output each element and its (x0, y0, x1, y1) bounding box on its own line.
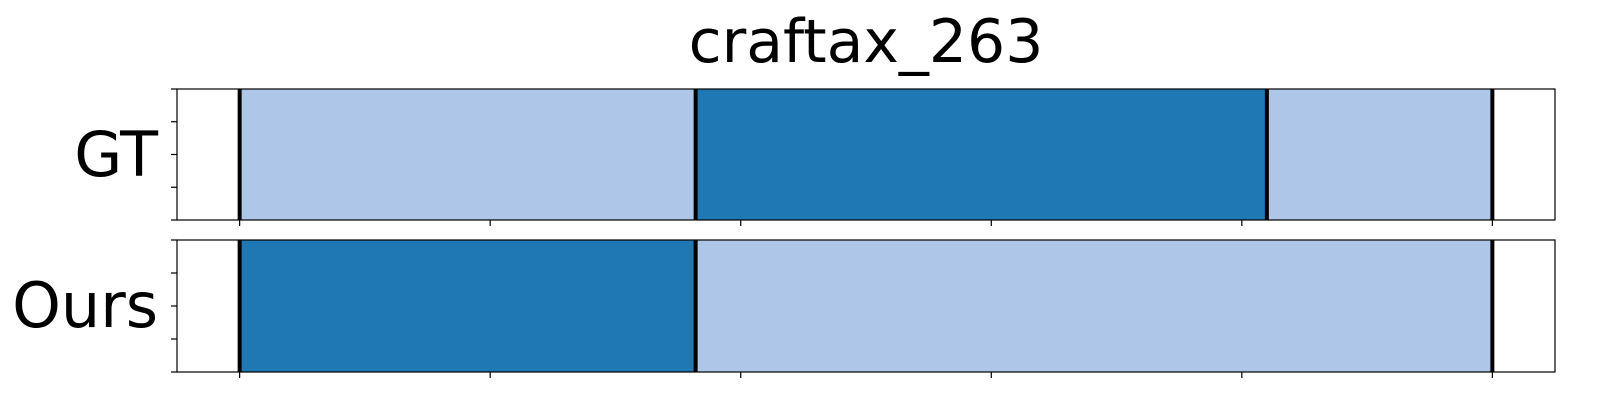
segment-gt-2 (1266, 89, 1493, 220)
row-label-ours: Ours (12, 269, 158, 342)
row-label-gt: GT (74, 118, 159, 191)
chart-title: craftax_263 (689, 7, 1044, 77)
segment-ours-1 (695, 240, 1493, 372)
segment-gt-1 (695, 89, 1267, 220)
segment-gt-0 (239, 89, 696, 220)
panel-ours: Ours (12, 239, 1556, 378)
segment-ours-0 (239, 240, 696, 372)
panel-gt: GT (74, 88, 1556, 226)
